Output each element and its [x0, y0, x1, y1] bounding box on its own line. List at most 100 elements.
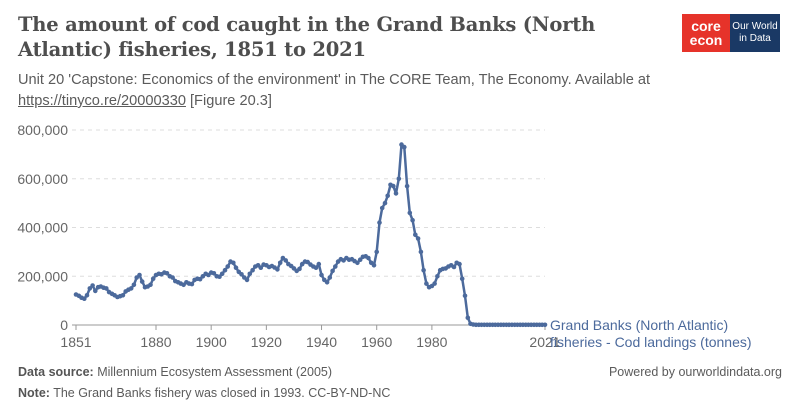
data-point[interactable]: [413, 232, 418, 238]
data-point[interactable]: [211, 271, 217, 276]
data-point[interactable]: [250, 267, 255, 273]
data-point[interactable]: [104, 286, 109, 291]
data-point[interactable]: [319, 272, 324, 278]
data-source-text: Millennium Ecosystem Assessment (2005): [93, 365, 333, 379]
data-point[interactable]: [457, 261, 462, 267]
data-point[interactable]: [219, 271, 225, 277]
data-point[interactable]: [396, 176, 402, 182]
data-point[interactable]: [393, 191, 399, 196]
data-point[interactable]: [150, 276, 156, 282]
data-point[interactable]: [297, 266, 302, 272]
series-line: [75, 143, 545, 327]
data-point[interactable]: [247, 271, 253, 277]
data-point[interactable]: [324, 280, 330, 285]
data-point[interactable]: [277, 260, 283, 266]
data-point[interactable]: [90, 283, 95, 288]
data-point[interactable]: [415, 236, 421, 241]
note-label: Note:: [18, 386, 50, 400]
data-point[interactable]: [313, 265, 319, 271]
data-point[interactable]: [93, 288, 98, 294]
data-point[interactable]: [410, 217, 415, 223]
data-point[interactable]: [197, 276, 203, 282]
data-point[interactable]: [87, 286, 93, 291]
data-point[interactable]: [374, 249, 380, 255]
data-point[interactable]: [217, 274, 222, 280]
data-point[interactable]: [355, 260, 360, 266]
data-point[interactable]: [465, 315, 471, 321]
chart-title: The amount of cod caught in the Grand Ba…: [18, 13, 596, 61]
data-point[interactable]: [84, 293, 90, 298]
core-logo-line2: econ: [689, 32, 723, 48]
logos: core econ Our World in Data: [682, 14, 780, 52]
x-tick-label: 1880: [140, 334, 171, 350]
data-point[interactable]: [418, 249, 424, 255]
data-point[interactable]: [137, 272, 142, 278]
data-point[interactable]: [82, 296, 87, 302]
y-tick-label: 200,000: [17, 268, 68, 284]
data-point[interactable]: [275, 267, 280, 272]
data-point[interactable]: [327, 275, 333, 280]
source-link[interactable]: https://tinyco.re/20000330: [18, 93, 186, 109]
note-text: The Grand Banks fishery was closed in 19…: [49, 386, 391, 400]
data-point[interactable]: [333, 264, 338, 269]
data-point[interactable]: [189, 281, 195, 287]
data-point[interactable]: [244, 277, 250, 283]
data-point[interactable]: [258, 265, 264, 271]
data-point[interactable]: [131, 282, 137, 288]
data-point[interactable]: [379, 205, 385, 211]
x-tick-label: 1851: [60, 334, 91, 350]
y-tick-label: 0: [60, 317, 68, 333]
data-point[interactable]: [377, 220, 382, 225]
x-tick-label: 1960: [361, 334, 392, 350]
x-tick-label: 1900: [196, 334, 227, 350]
powered-by-link[interactable]: Powered by ourworldindata.org: [608, 365, 782, 379]
data-point[interactable]: [421, 267, 426, 273]
data-point[interactable]: [371, 263, 377, 268]
data-point[interactable]: [404, 183, 410, 189]
subtitle-text: Unit 20 'Capstone: Economics of the envi…: [18, 72, 651, 88]
data-point[interactable]: [222, 267, 228, 273]
core-logo-line1: core: [691, 18, 721, 34]
y-tick-label: 600,000: [17, 171, 68, 187]
x-tick-label: 1980: [416, 334, 447, 350]
data-point[interactable]: [424, 281, 429, 286]
y-tick-label: 800,000: [17, 122, 68, 138]
data-point[interactable]: [451, 264, 457, 270]
x-axis-ticks: 1851 1880 1900 1920 1940 1960 1980 2021: [60, 325, 561, 350]
data-point[interactable]: [432, 281, 437, 286]
data-point[interactable]: [231, 260, 236, 266]
data-point[interactable]: [357, 257, 363, 263]
data-point[interactable]: [128, 286, 134, 291]
data-point[interactable]: [402, 144, 407, 150]
data-source: Data source: Millennium Ecosystem Assess…: [18, 365, 332, 379]
data-point[interactable]: [382, 200, 388, 206]
data-point[interactable]: [462, 293, 468, 299]
data-point[interactable]: [435, 274, 440, 279]
data-point[interactable]: [283, 258, 289, 263]
data-point[interactable]: [120, 293, 126, 298]
data-point[interactable]: [459, 276, 465, 282]
data-point[interactable]: [385, 193, 391, 199]
x-tick-label: 2021: [529, 334, 560, 350]
data-point[interactable]: [233, 265, 239, 271]
data-point[interactable]: [542, 322, 548, 328]
x-tick-label: 1920: [251, 334, 282, 350]
data-point[interactable]: [225, 264, 230, 269]
y-axis-ticks: 0 200,000 400,000 600,000 800,000: [17, 122, 68, 333]
data-point[interactable]: [330, 268, 335, 274]
core-econ-logo[interactable]: core econ: [682, 14, 730, 52]
chart-subtitle: Unit 20 'Capstone: Economics of the envi…: [18, 70, 718, 112]
data-point[interactable]: [239, 272, 244, 277]
data-point[interactable]: [407, 210, 413, 216]
series-layer: [73, 142, 548, 328]
data-point[interactable]: [170, 275, 175, 280]
series-label-line1: Grand Banks (North Atlantic): [550, 317, 728, 333]
data-point[interactable]: [139, 279, 145, 284]
data-point[interactable]: [148, 282, 153, 288]
data-point[interactable]: [366, 255, 371, 261]
data-point[interactable]: [164, 271, 170, 276]
data-point[interactable]: [316, 261, 322, 267]
data-point[interactable]: [391, 183, 396, 189]
our-world-in-data-logo[interactable]: Our World in Data: [730, 14, 780, 52]
